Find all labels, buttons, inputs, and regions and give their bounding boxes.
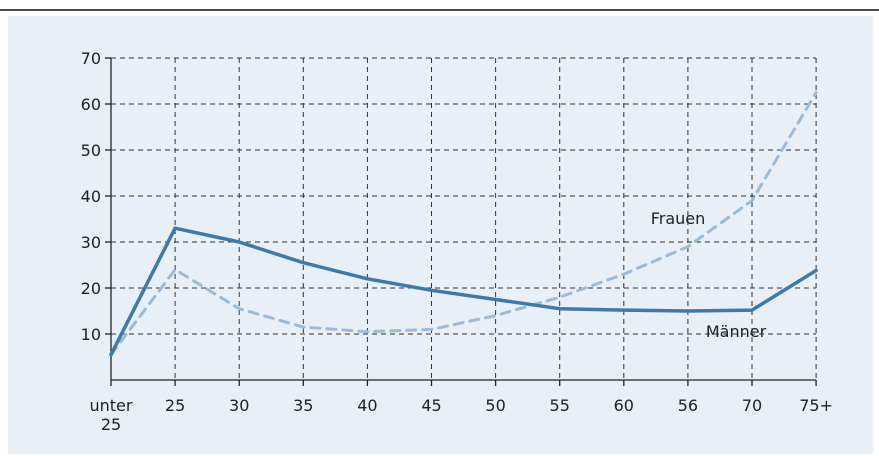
grid — [111, 57, 817, 380]
y-tick-label: 10 — [81, 325, 101, 344]
x-tick-label: unter 25 — [90, 396, 133, 434]
chart-panel — [8, 16, 873, 454]
y-tick-label: 70 — [81, 49, 101, 68]
y-tick-label: 30 — [81, 233, 101, 252]
x-tick-label: 40 — [357, 396, 377, 415]
series-lines — [109, 91, 818, 357]
y-tick-label: 40 — [81, 187, 101, 206]
x-tick-label: 30 — [229, 396, 249, 415]
x-tick-label: 60 — [614, 396, 634, 415]
x-tick-label: 70 — [742, 396, 762, 415]
tick-labels: 10 20 30 40 50 60 70 unter 25 25 30 35 40 45 50 55 60 56 7… — [81, 49, 833, 434]
series-label-frauen: Frauen — [651, 209, 706, 228]
x-tick-label: 75+ — [799, 396, 833, 415]
y-tick-label: 60 — [81, 95, 101, 114]
x-tick-label: 56 — [678, 396, 698, 415]
x-tick-label: 35 — [293, 396, 313, 415]
x-tick-label: 50 — [485, 396, 505, 415]
top-rule — [0, 9, 879, 11]
x-tick-label: 45 — [421, 396, 441, 415]
axes — [105, 57, 817, 386]
series-label-männer: Männer — [706, 322, 767, 341]
x-tick-label: 25 — [165, 396, 185, 415]
series-line-frauen — [109, 91, 818, 357]
x-tick-label: 55 — [550, 396, 570, 415]
y-tick-label: 20 — [81, 279, 101, 298]
series-line-männer — [109, 226, 818, 357]
series-labels: Männer Frauen — [651, 209, 767, 341]
y-tick-label: 50 — [81, 141, 101, 160]
